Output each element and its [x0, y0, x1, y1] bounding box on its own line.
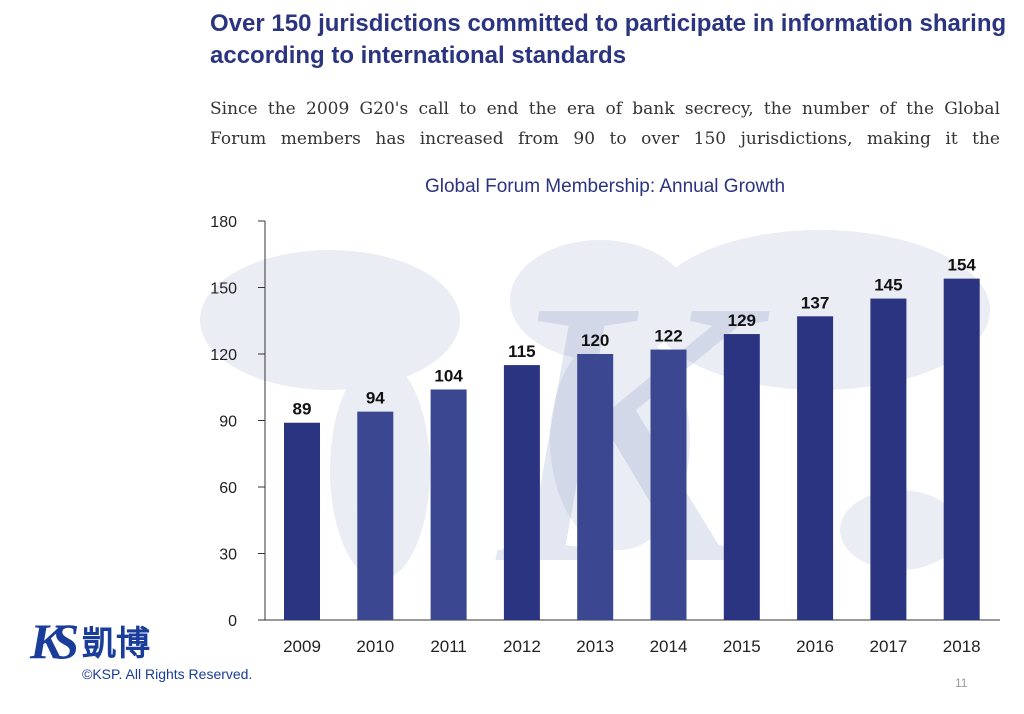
- y-tick-label: 120: [210, 347, 237, 364]
- y-tick-label: 30: [219, 547, 237, 564]
- data-label: 129: [728, 311, 756, 330]
- x-tick-label: 2017: [869, 637, 907, 656]
- x-tick-label: 2010: [356, 637, 394, 656]
- y-tick-label: 180: [210, 214, 237, 231]
- x-tick-label: 2011: [430, 637, 467, 656]
- bar-2013: [577, 354, 614, 620]
- bar-2018: [943, 278, 980, 620]
- page-number: 11: [955, 676, 968, 690]
- data-label: 145: [874, 276, 902, 295]
- page-heading: Over 150 jurisdictions committed to part…: [210, 10, 1007, 69]
- paragraph-line: Forum members has increased from 90 to o…: [210, 129, 1000, 149]
- data-label: 122: [654, 327, 682, 346]
- y-tick-label: 60: [219, 480, 237, 497]
- bar-2014: [650, 349, 687, 620]
- bar-2012: [503, 365, 540, 620]
- bar-2017: [870, 298, 907, 620]
- paragraph-line: Since the 2009 G20's call to end the era…: [210, 99, 1000, 119]
- x-tick-label: 2014: [650, 637, 688, 656]
- x-tick-label: 2012: [503, 637, 541, 656]
- logo-ks-mark: KS: [30, 613, 79, 669]
- bar-2010: [357, 411, 394, 620]
- chart-title: Global Forum Membership: Annual Growth: [424, 176, 786, 197]
- x-tick-label: 2016: [796, 637, 834, 656]
- data-label: 137: [801, 293, 829, 312]
- data-label: 154: [948, 256, 977, 275]
- y-tick-label: 90: [219, 414, 237, 431]
- data-label: 120: [581, 331, 609, 350]
- bar-2011: [430, 389, 467, 620]
- y-tick-label: 0: [228, 613, 237, 630]
- bar-2016: [797, 316, 834, 620]
- x-tick-label: 2015: [723, 637, 761, 656]
- data-label: 94: [366, 389, 385, 408]
- bar-2015: [723, 334, 760, 620]
- data-label: 104: [434, 366, 463, 385]
- data-label: 115: [508, 342, 535, 361]
- intro-paragraph: Since the 2009 G20's call to end the era…: [210, 94, 1000, 154]
- data-label: 89: [293, 400, 312, 419]
- logo-chinese-name: 凱博: [82, 625, 150, 663]
- y-tick-label: 150: [210, 281, 237, 298]
- x-tick-label: 2009: [283, 637, 321, 656]
- x-tick-label: 2013: [576, 637, 614, 656]
- copyright-text: ©KSP. All Rights Reserved.: [82, 666, 253, 682]
- x-tick-label: 2018: [943, 637, 981, 656]
- bar-2009: [284, 422, 320, 620]
